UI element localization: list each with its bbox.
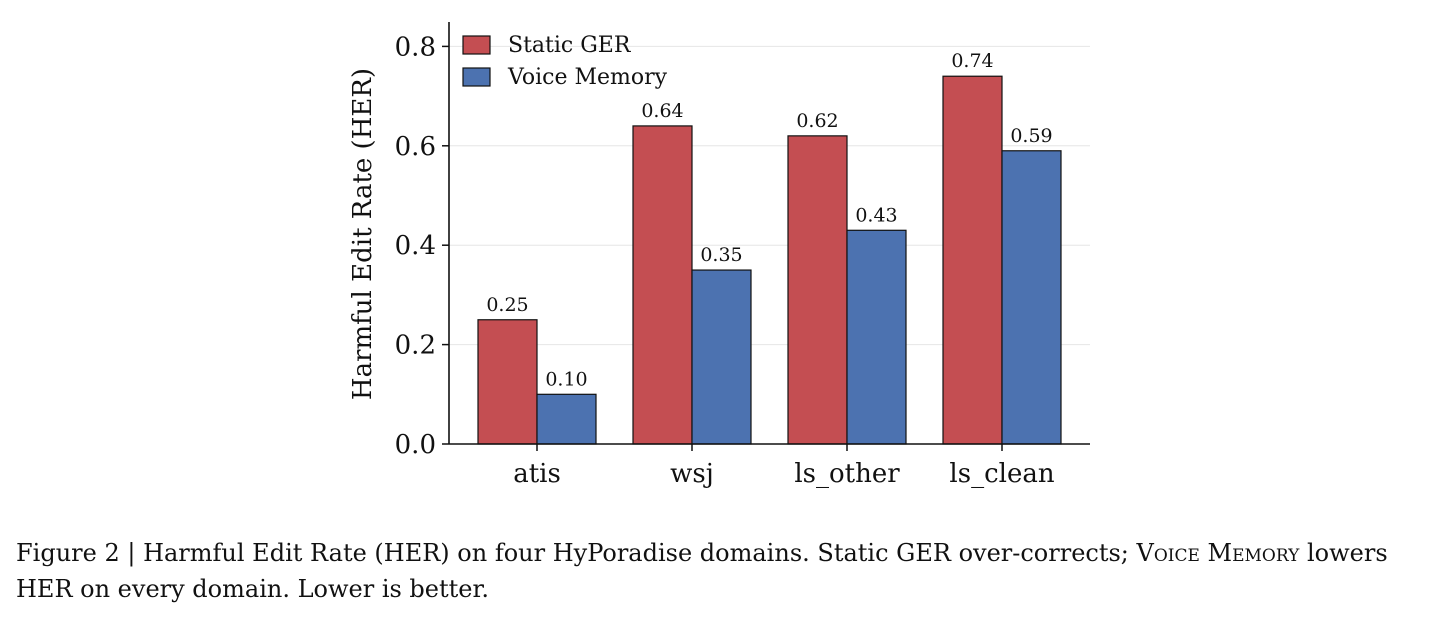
y-tick-label: 0.4 [395, 231, 436, 261]
figure-caption: Figure 2 | Harmful Edit Rate (HER) on fo… [16, 535, 1436, 607]
bar-voice-memory-atis [536, 393, 597, 445]
caption-suffix: lowers HER on every domain. Lower is bet… [16, 539, 1388, 603]
x-tick-label: ls_other [794, 459, 900, 489]
caption-prefix: Figure 2 | Harmful Edit Rate (HER) on fo… [16, 539, 1137, 567]
legend: Static GER Voice Memory [462, 33, 668, 90]
bar-voice-memory-wsj [691, 269, 752, 445]
data-label: 0.74 [951, 50, 993, 72]
bar-voice-memory-ls_other [846, 229, 907, 445]
legend-label: Static GER [508, 33, 632, 58]
data-label: 0.10 [545, 368, 587, 390]
y-tick-label: 0.2 [395, 331, 436, 361]
y-tick-label: 0.0 [395, 430, 436, 460]
y-tick-label: 0.6 [395, 132, 436, 162]
data-label: 0.59 [1010, 125, 1052, 147]
y-axis-label: Harmful Edit Rate (HER) [348, 68, 378, 400]
bar-static-ger-wsj [632, 125, 693, 445]
data-label: 0.25 [486, 294, 528, 316]
data-label: 0.62 [796, 110, 838, 132]
x-tick-label: wsj [670, 459, 714, 489]
data-label: 0.43 [855, 204, 897, 226]
caption-smallcaps: Voice Memory [1136, 539, 1300, 567]
legend-swatch-voice-memory [462, 67, 491, 87]
legend-label: Voice Memory [507, 65, 668, 90]
bar-voice-memory-ls_clean [1001, 150, 1062, 445]
y-tick-label: 0.8 [395, 32, 436, 62]
x-tick-label: atis [513, 459, 561, 489]
x-tick-label: ls_clean [949, 459, 1054, 489]
data-labels: 0.25 0.64 0.62 0.74 0.10 0.35 0.43 0.59 [486, 50, 1052, 390]
bar-static-ger-ls_other [787, 135, 848, 445]
bar-chart: 0.250.64 0.620.740.100.350.430.59 0.00.20… [348, 22, 1090, 489]
data-label: 0.35 [700, 244, 742, 266]
bar-static-ger-atis [477, 319, 538, 445]
legend-swatch-static-ger [462, 35, 491, 55]
tick-labels: 0.0 0.2 0.4 0.6 0.8 atis wsj ls_other ls_clean [395, 32, 1055, 489]
axes [442, 22, 1090, 451]
bar-static-ger-ls_clean [942, 75, 1003, 445]
data-label: 0.64 [641, 100, 683, 122]
